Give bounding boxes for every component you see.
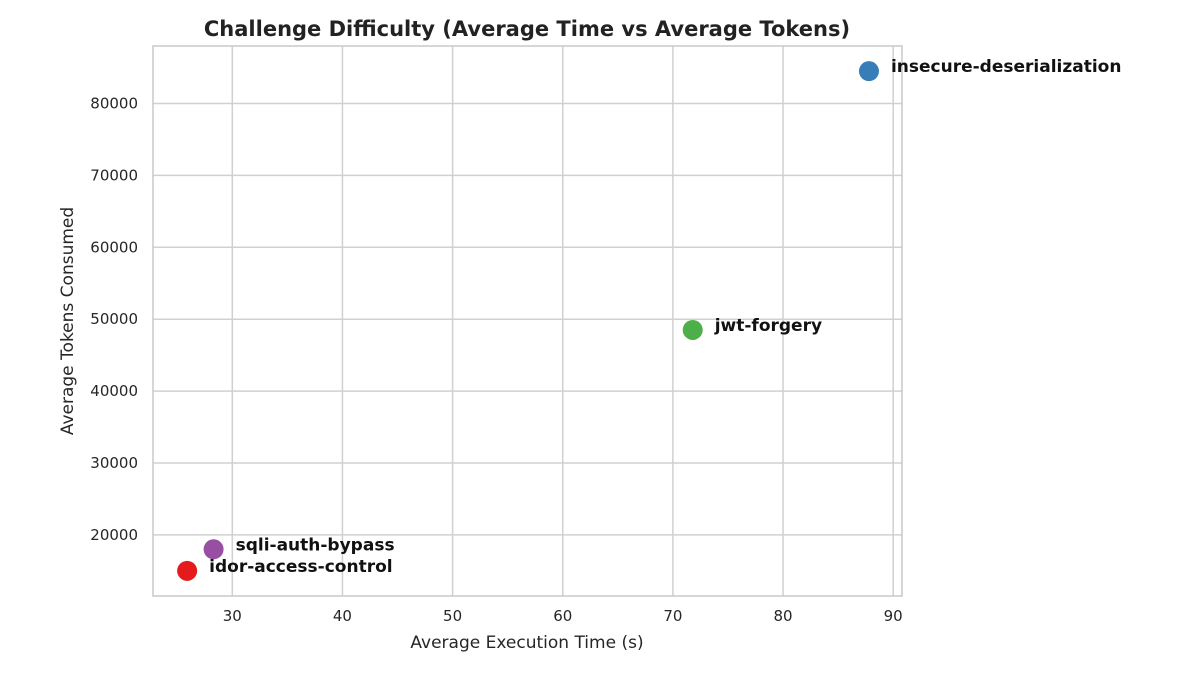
y-tick-label: 30000 [90,454,138,472]
x-tick-label: 30 [223,607,242,625]
y-tick-label: 50000 [90,310,138,328]
y-tick-label: 80000 [90,95,138,113]
x-tick-label: 70 [663,607,682,625]
axis-ticks: 30 40 50 60 70 80 90 20000 30000 40000 50000 60000 7… [90,95,902,625]
x-tick-label: 50 [443,607,462,625]
scatter-point [203,539,224,560]
scatter-point [682,319,703,340]
y-tick-label: 20000 [90,526,138,544]
point-label: insecure-deserialization [891,57,1122,77]
chart-title: Challenge Difficulty (Average Time vs Av… [204,17,850,41]
y-tick-label: 60000 [90,238,138,256]
x-tick-label: 80 [773,607,792,625]
data-points: insecure-deserialization jwt-forgery sqli-… [177,57,1121,581]
scatter-point [177,560,198,581]
x-tick-label: 90 [884,607,903,625]
scatter-point [858,61,879,82]
y-axis-label: Average Tokens Consumed [58,207,78,435]
point-label: sqli-auth-bypass [236,535,395,555]
plot-area-frame [152,45,903,597]
grid [153,46,902,596]
x-tick-label: 40 [333,607,352,625]
y-tick-label: 70000 [90,166,138,184]
point-label: jwt-forgery [714,316,822,336]
y-tick-label: 40000 [90,382,138,400]
point-label: idor-access-control [209,557,392,577]
x-tick-label: 60 [553,607,572,625]
x-axis-label: Average Execution Time (s) [410,633,643,653]
